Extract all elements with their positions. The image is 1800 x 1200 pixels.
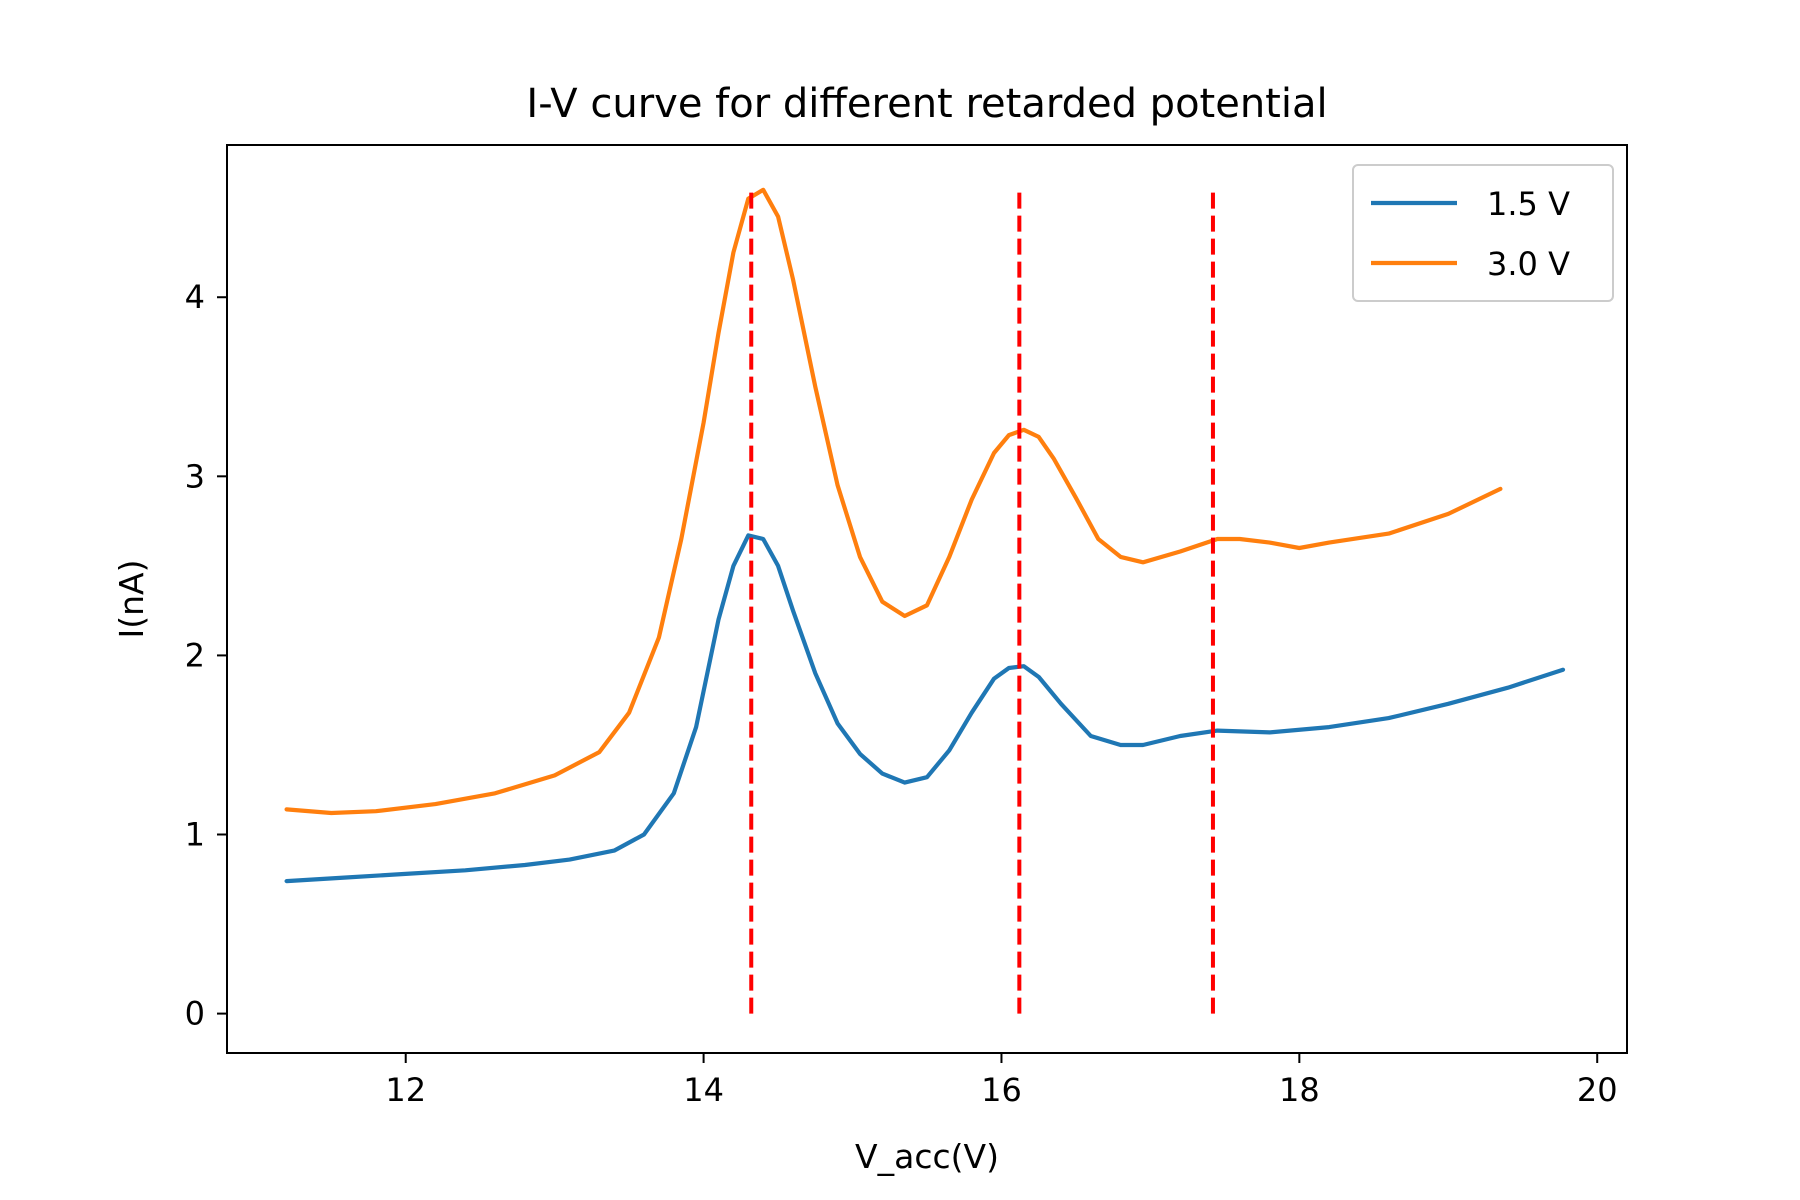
series-line-1	[284, 533, 1566, 884]
x-axis-title: V_acc(V)	[855, 1137, 999, 1176]
legend-label-1: 1.5 V	[1487, 185, 1570, 223]
y-tick-label: 2	[185, 636, 205, 674]
y-tick-label: 1	[185, 816, 205, 854]
legend-box	[1352, 164, 1614, 302]
legend: 1.5 V 3.0 V	[1352, 164, 1614, 302]
y-axis-title: I(nA)	[112, 560, 151, 639]
x-tick-label: 18	[1279, 1071, 1320, 1109]
x-tick-label: 14	[683, 1071, 724, 1109]
series-line-2	[284, 187, 1503, 816]
x-tick-label: 16	[981, 1071, 1022, 1109]
x-tick-label: 12	[385, 1071, 426, 1109]
legend-label-2: 3.0 V	[1487, 245, 1570, 283]
y-tick-label: 4	[185, 278, 205, 316]
plot-frame	[226, 144, 1628, 1054]
chart-title: I-V curve for different retarded potenti…	[526, 81, 1327, 127]
plot-area	[284, 187, 1566, 1014]
y-tick-label: 0	[185, 995, 205, 1033]
x-tick-label: 20	[1577, 1071, 1618, 1109]
y-tick-label: 3	[185, 457, 205, 495]
